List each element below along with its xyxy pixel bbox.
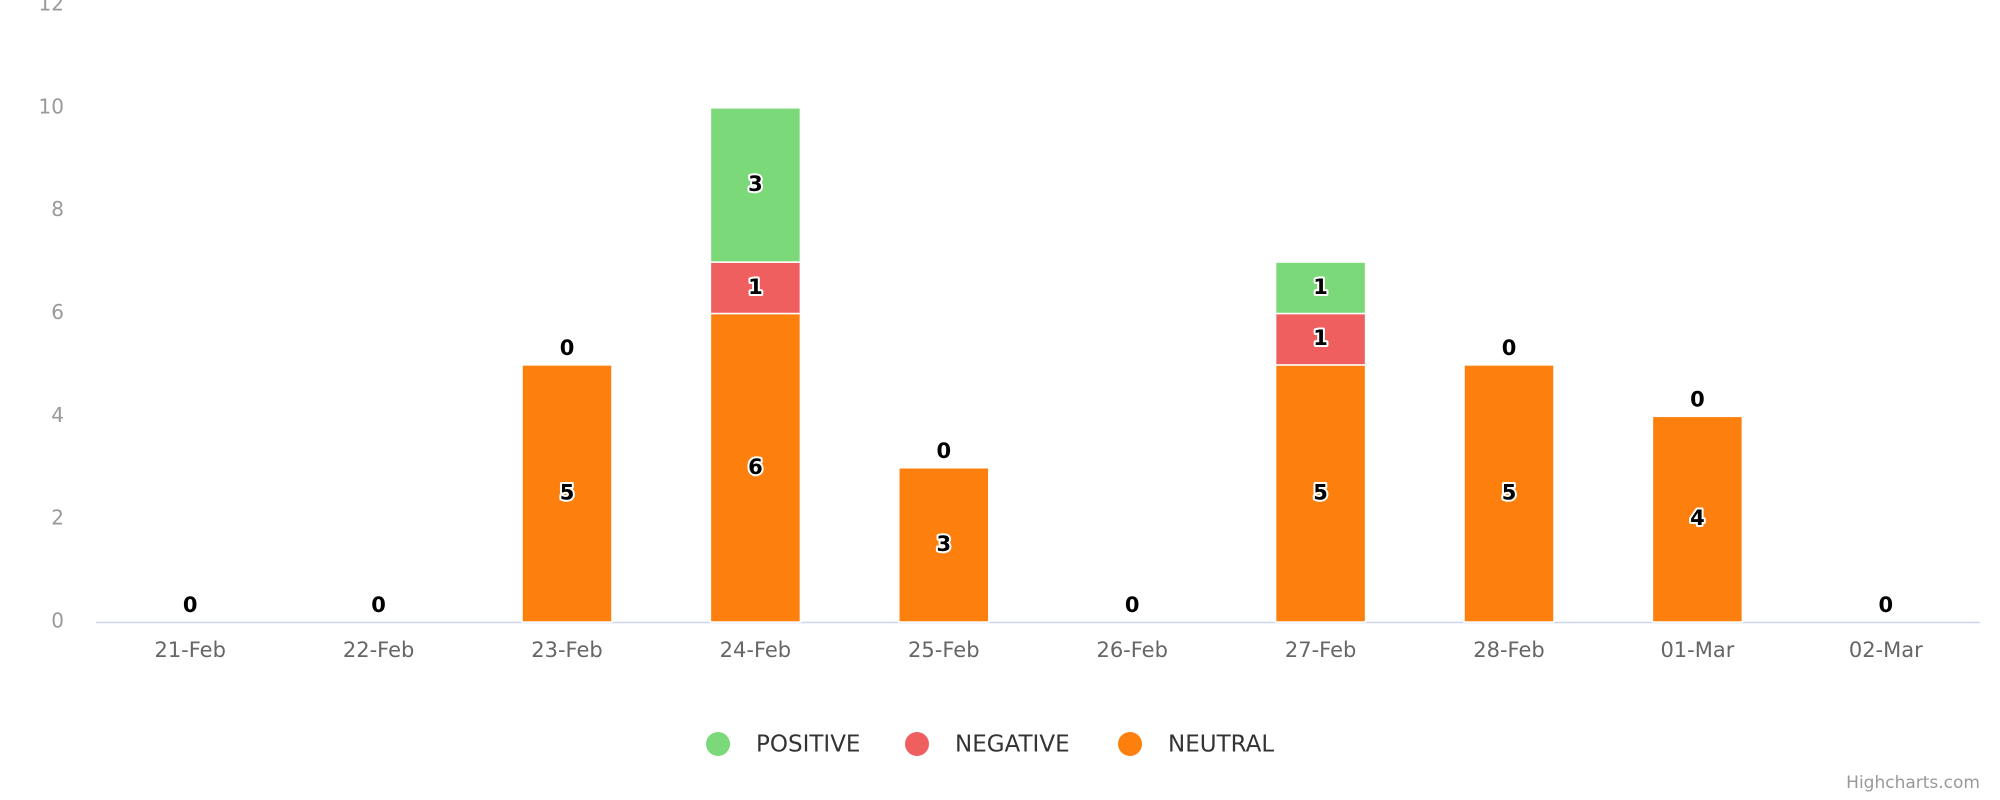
x-tick-label: 21-Feb xyxy=(154,638,225,662)
data-label: 0 xyxy=(1878,593,1893,617)
bar-segment xyxy=(521,364,613,623)
y-tick-label: 6 xyxy=(51,300,64,324)
y-tick-label: 2 xyxy=(51,506,64,530)
data-label: 0 xyxy=(936,439,951,463)
bar-segment xyxy=(1463,364,1555,623)
x-tick-label: 25-Feb xyxy=(908,638,979,662)
data-label: 0 xyxy=(371,593,386,617)
data-label: 0 xyxy=(183,593,198,617)
bar-segment xyxy=(1651,415,1744,623)
x-tick-label: 02-Mar xyxy=(1849,638,1923,662)
data-label: 0 xyxy=(1690,387,1705,411)
bar-segment xyxy=(709,107,802,263)
x-tick-label: 22-Feb xyxy=(343,638,414,662)
x-tick-label: 26-Feb xyxy=(1096,638,1167,662)
legend-symbol xyxy=(905,732,929,756)
x-tick-label: 27-Feb xyxy=(1285,638,1356,662)
data-label: 0 xyxy=(1125,593,1140,617)
x-tick-label: 28-Feb xyxy=(1473,638,1544,662)
y-tick-label: 0 xyxy=(51,609,64,633)
bar-segment xyxy=(1274,364,1367,623)
y-tick-label: 12 xyxy=(39,0,64,16)
bar-segment xyxy=(1274,261,1367,315)
data-label: 0 xyxy=(560,336,575,360)
y-tick-label: 8 xyxy=(51,197,64,221)
data-label: 0 xyxy=(183,593,198,617)
x-tick-label: 24-Feb xyxy=(720,638,791,662)
data-label: 0 xyxy=(183,593,198,617)
data-label: 1 xyxy=(748,275,763,299)
y-tick-label: 4 xyxy=(51,403,64,427)
x-tick-label: 01-Mar xyxy=(1660,638,1734,662)
data-label: 6 xyxy=(748,455,763,479)
data-label: 0 xyxy=(1125,593,1140,617)
legend-symbol xyxy=(706,732,730,756)
credits: Highcharts.com xyxy=(1846,773,1980,793)
data-label: 5 xyxy=(1502,480,1517,504)
data-label: 4 xyxy=(1690,506,1705,530)
data-label: 0 xyxy=(1690,387,1705,411)
legend-label: NEGATIVE xyxy=(955,732,1070,758)
data-label: 0 xyxy=(1878,593,1893,617)
data-label: 3 xyxy=(748,172,763,196)
data-label: 0 xyxy=(1502,336,1517,360)
data-label: 5 xyxy=(1313,480,1328,504)
data-label: 1 xyxy=(1313,275,1328,299)
data-label: 0 xyxy=(371,593,386,617)
data-label: 0 xyxy=(560,336,575,360)
data-label: 3 xyxy=(936,532,951,556)
bar-segment xyxy=(709,312,802,623)
data-label: 1 xyxy=(1313,326,1328,350)
legend-symbol xyxy=(1118,732,1142,756)
data-label: 0 xyxy=(1125,593,1140,617)
data-label: 0 xyxy=(371,593,386,617)
y-tick-label: 10 xyxy=(39,94,64,118)
legend-label: POSITIVE xyxy=(756,732,860,758)
data-label: 0 xyxy=(936,439,951,463)
legend-label: NEUTRAL xyxy=(1168,732,1274,758)
bar-segment xyxy=(898,467,990,623)
data-label: 0 xyxy=(1502,336,1517,360)
data-label: 0 xyxy=(1878,593,1893,617)
x-tick-label: 23-Feb xyxy=(531,638,602,662)
data-label: 5 xyxy=(560,480,575,504)
